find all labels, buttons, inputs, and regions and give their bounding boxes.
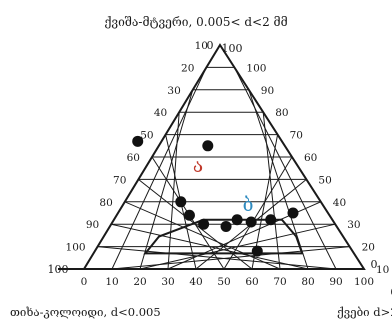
right-tick-label: 0 <box>390 286 392 298</box>
data-point <box>183 209 195 221</box>
bottom-tick-label: 30 <box>161 276 174 288</box>
bottom-tick-label: 40 <box>189 276 202 288</box>
data-point <box>132 135 144 147</box>
bottom-tick-label: 100 <box>354 276 374 288</box>
bottom-tick-label: 10 <box>105 276 118 288</box>
bottom-tick-label: 20 <box>133 276 146 288</box>
tick-labels: 0 10 20 30 40 50 60 70 80 90 100100908070605040302… <box>66 40 392 298</box>
grid-lines <box>97 66 350 270</box>
left-tick-label: 70 <box>113 174 126 186</box>
right-tick-label: 60 <box>304 152 317 164</box>
data-point <box>245 216 257 228</box>
left-tick-label: 90 <box>86 219 99 231</box>
data-point <box>220 220 232 232</box>
data-point <box>251 245 263 257</box>
left-tick-label: 30 <box>167 85 180 97</box>
left-tick-label: 10 <box>195 40 208 52</box>
top-axis-title: ქვიშა-მტვერი, 0.005< d<2 მმ <box>104 15 287 29</box>
region-a-label: ა <box>193 155 203 177</box>
data-point <box>231 214 243 226</box>
data-point <box>198 218 210 230</box>
bottom-tick-label: 60 <box>245 276 258 288</box>
grid-line <box>111 223 309 270</box>
data-point <box>175 196 187 208</box>
right-tick-label: 50 <box>318 174 331 186</box>
left-tick-label: 20 <box>181 62 194 74</box>
grid-line <box>223 156 293 270</box>
corner-label-bottom-left: 100 <box>48 263 69 276</box>
bottom-tick-label: 50 <box>217 276 230 288</box>
grid-line <box>124 201 281 270</box>
data-points <box>132 135 299 257</box>
grid-line <box>262 112 281 270</box>
left-tick-label: 50 <box>140 130 153 142</box>
right-tick-label: 30 <box>347 219 360 231</box>
right-tick-label: 40 <box>333 197 346 209</box>
left-tick-label: 60 <box>127 152 140 164</box>
bottom-tick-label: 0 <box>81 276 88 288</box>
corner-label-top-right: 100 <box>222 42 243 55</box>
right-axis-title: ქვები d>2 <box>337 305 392 319</box>
data-point <box>265 214 277 226</box>
bottom-tick-label: 90 <box>329 276 342 288</box>
corner-label-bottom-right: 0 <box>371 258 378 271</box>
right-tick-label: 20 <box>362 242 375 254</box>
region-b-boundary <box>143 218 304 255</box>
right-tick-label: 90 <box>261 85 274 97</box>
data-point <box>202 140 214 152</box>
region-b-label: ბ <box>243 194 254 216</box>
right-tick-label: 10 <box>376 264 389 276</box>
grid-line <box>233 67 337 270</box>
left-tick-label: 40 <box>154 107 167 119</box>
left-tick-label: 80 <box>99 197 112 209</box>
bottom-tick-label: 80 <box>301 276 314 288</box>
grid-line <box>97 246 337 270</box>
right-tick-label: 70 <box>290 130 303 142</box>
corner-label-top: 0 <box>207 39 214 52</box>
bottom-tick-label: 70 <box>273 276 286 288</box>
right-tick-label: 100 <box>246 62 266 74</box>
data-point <box>287 207 299 219</box>
right-tick-label: 80 <box>275 107 288 119</box>
left-axis-title: თიხა-კოლოიდი, d<0.005 <box>10 305 161 319</box>
left-tick-label: 100 <box>66 242 86 254</box>
